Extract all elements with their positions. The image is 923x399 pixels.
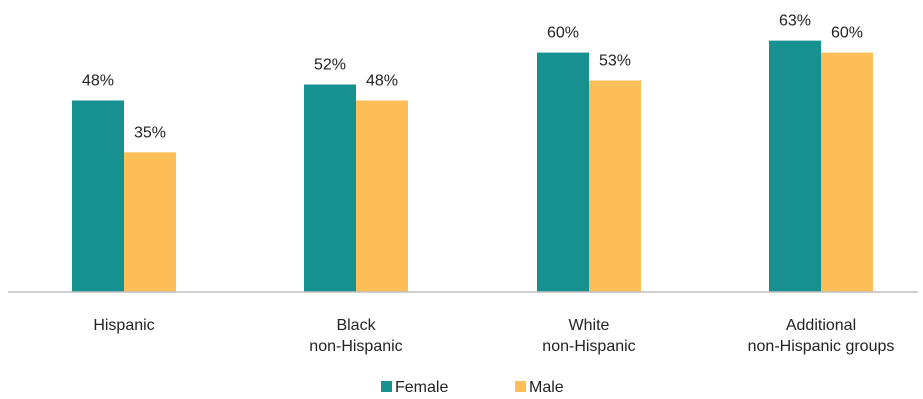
category-label-0: Hispanic	[93, 317, 154, 334]
value-label-male-0: 35%	[134, 124, 166, 141]
bar-female-2	[537, 52, 589, 292]
bar-male-1	[356, 100, 408, 292]
value-label-male-3: 60%	[831, 25, 863, 42]
category-label-3: Additional non-Hispanic groups	[748, 317, 895, 355]
legend-label-male: Male	[529, 379, 564, 396]
value-label-male-1: 48%	[366, 72, 398, 89]
bar-female-0	[72, 100, 124, 292]
category-label-line: non-Hispanic	[309, 338, 402, 355]
legend-swatch-male	[515, 381, 526, 392]
bar-female-3	[769, 40, 821, 292]
bars-group	[72, 40, 873, 293]
category-label-line: Black	[336, 317, 376, 334]
legend: Female Male	[381, 379, 564, 396]
bar-male-3	[821, 52, 873, 292]
legend-swatch-female	[381, 381, 392, 392]
value-labels-group: 48% 35% 52% 48% 60% 53% 63% 60%	[82, 13, 863, 142]
value-label-female-1: 52%	[314, 57, 346, 74]
bar-female-1	[304, 84, 356, 293]
bar-male-2	[589, 80, 641, 292]
value-label-female-2: 60%	[547, 25, 579, 42]
value-label-female-3: 63%	[779, 13, 811, 30]
category-label-line: non-Hispanic	[542, 338, 635, 355]
value-label-male-2: 53%	[599, 53, 631, 70]
category-label-line: White	[569, 317, 610, 334]
category-labels-group: Hispanic Black non-Hispanic White non-Hispan…	[93, 317, 894, 355]
category-label-line: non-Hispanic groups	[748, 338, 895, 355]
category-label-1: Black non-Hispanic	[309, 317, 402, 355]
bar-male-0	[124, 152, 176, 292]
category-label-2: White non-Hispanic	[542, 317, 635, 355]
legend-label-female: Female	[395, 379, 448, 396]
category-label-line: Additional	[786, 317, 856, 334]
value-label-female-0: 48%	[82, 72, 114, 89]
category-label-line: Hispanic	[93, 317, 154, 334]
